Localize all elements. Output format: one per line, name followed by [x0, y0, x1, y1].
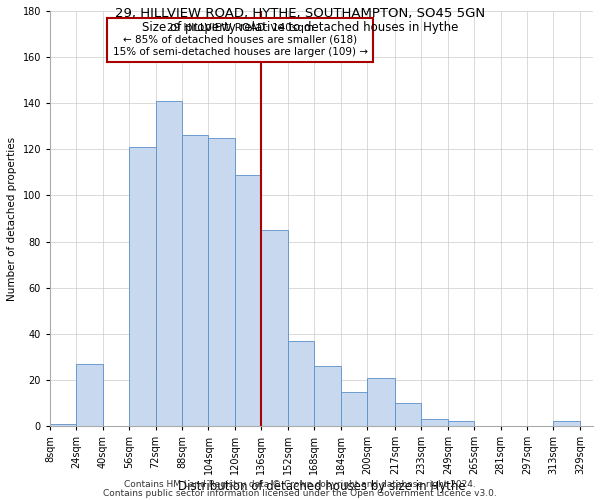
Bar: [129, 147, 155, 426]
Bar: [448, 422, 474, 426]
Text: Size of property relative to detached houses in Hythe: Size of property relative to detached ho…: [142, 21, 458, 34]
Y-axis label: Number of detached properties: Number of detached properties: [7, 136, 17, 300]
Text: 29, HILLVIEW ROAD, HYTHE, SOUTHAMPTON, SO45 5GN: 29, HILLVIEW ROAD, HYTHE, SOUTHAMPTON, S…: [115, 8, 485, 20]
Bar: [155, 101, 182, 426]
Text: Contains public sector information licensed under the Open Government Licence v3: Contains public sector information licen…: [103, 490, 497, 498]
Bar: [288, 341, 314, 426]
Bar: [553, 422, 580, 426]
Bar: [208, 138, 235, 426]
Bar: [182, 136, 208, 426]
X-axis label: Distribution of detached houses by size in Hythe: Distribution of detached houses by size …: [178, 480, 466, 493]
Bar: [367, 378, 395, 426]
Text: Contains HM Land Registry data © Crown copyright and database right 2024.: Contains HM Land Registry data © Crown c…: [124, 480, 476, 489]
Bar: [76, 364, 103, 426]
Bar: [235, 174, 261, 426]
Bar: [421, 419, 448, 426]
Bar: [261, 230, 288, 426]
Text: 29 HILLVIEW ROAD: 140sqm
← 85% of detached houses are smaller (618)
15% of semi-: 29 HILLVIEW ROAD: 140sqm ← 85% of detach…: [113, 24, 368, 56]
Bar: [395, 403, 421, 426]
Bar: [50, 424, 76, 426]
Bar: [341, 392, 367, 426]
Bar: [314, 366, 341, 426]
